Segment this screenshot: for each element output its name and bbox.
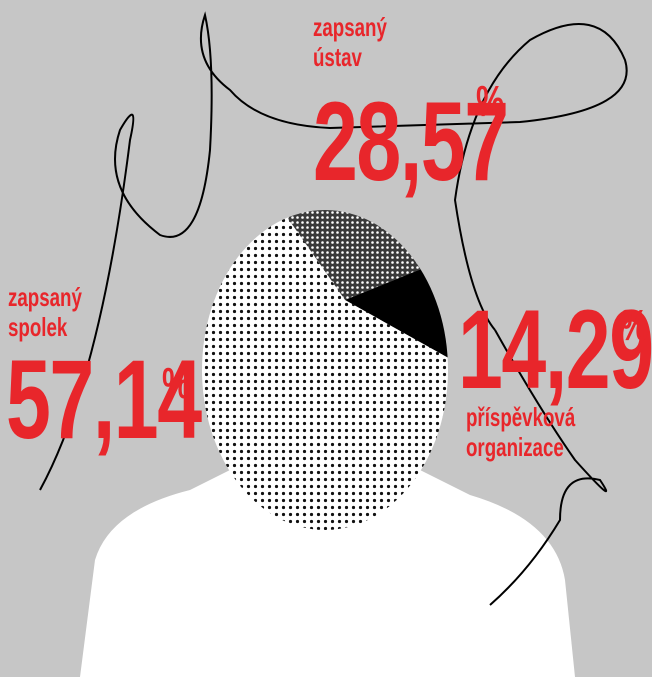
unit-label: % xyxy=(476,80,504,124)
unit-label: % xyxy=(620,304,648,348)
infographic: zapsaný ústav28,57%příspěvková organizac… xyxy=(0,0,652,677)
unit-label: % xyxy=(162,362,190,406)
category-label: zapsaný ústav xyxy=(313,12,407,72)
category-label: zapsaný spolek xyxy=(8,282,102,342)
